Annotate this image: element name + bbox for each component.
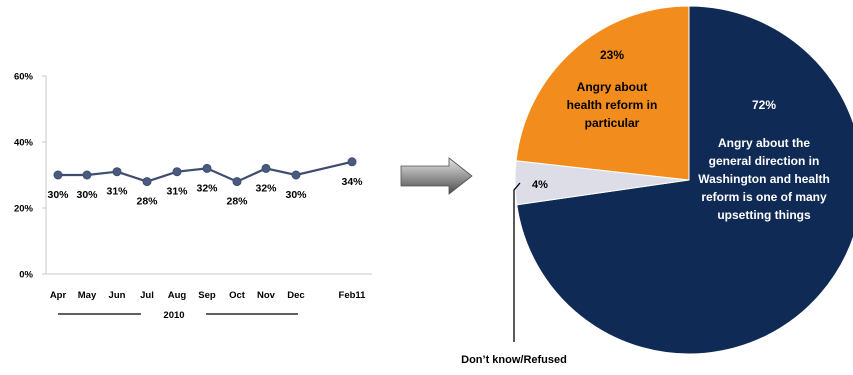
pie-category-label-general: upsetting things xyxy=(717,208,811,222)
data-point xyxy=(172,167,182,177)
data-point xyxy=(112,167,122,177)
data-point xyxy=(202,163,212,173)
pie-callout-label: Don’t know/Refused xyxy=(461,354,567,366)
pie-value-label-general: 72% xyxy=(752,98,776,112)
pie-category-label-general: general direction in xyxy=(709,154,820,168)
pie-category-label-particular: health reform in xyxy=(567,98,658,112)
series-line xyxy=(58,160,353,183)
pie-category-label-particular: particular xyxy=(585,116,640,130)
pie-category-label-general: reform is one of many xyxy=(701,190,827,204)
transition-arrow-icon xyxy=(400,157,473,195)
x-tick-label: Apr xyxy=(50,290,67,301)
x-tick-label: Aug xyxy=(168,290,187,301)
data-label: 31% xyxy=(166,186,188,198)
data-label: 31% xyxy=(106,186,128,198)
pie-slice-particular xyxy=(515,5,690,181)
data-point xyxy=(291,170,301,180)
data-point xyxy=(82,170,92,180)
data-label: 34% xyxy=(341,176,363,188)
x-tick-label: Jun xyxy=(109,290,126,301)
pie-category-label-general: Angry about the xyxy=(718,136,810,150)
pie-value-label-particular: 23% xyxy=(600,48,624,62)
pie-category-label-general: Washington and health xyxy=(698,172,830,186)
data-point xyxy=(142,177,152,187)
pie-chart: 72% Angry about the general direction in Wa… xyxy=(461,5,853,366)
data-label: 30% xyxy=(47,189,69,201)
data-label: 32% xyxy=(196,182,218,194)
y-tick-label: 40% xyxy=(14,138,34,149)
y-tick-label: 60% xyxy=(14,72,34,83)
data-point xyxy=(53,170,63,180)
x-tick-label: Sep xyxy=(198,290,216,301)
data-label: 30% xyxy=(285,189,307,201)
data-point xyxy=(261,163,271,173)
x-tick-label: Feb11 xyxy=(339,290,367,301)
x-tick-label: May xyxy=(78,290,97,301)
y-tick-label: 20% xyxy=(14,204,34,215)
data-point xyxy=(347,157,357,167)
line-chart: 0% 20% 40% 60% 30% 30% 31% 28% 31% 32% 28% 32% 30% 34… xyxy=(14,72,372,321)
data-label: 28% xyxy=(136,196,158,208)
data-label: 32% xyxy=(255,182,277,194)
pie-slice-general xyxy=(516,5,853,355)
year-label: 2010 xyxy=(163,310,184,321)
pie-callout-line xyxy=(513,182,521,342)
x-tick-label: Oct xyxy=(229,290,246,301)
x-tick-label: Nov xyxy=(257,290,276,301)
x-tick-label: Jul xyxy=(140,290,154,301)
pie-category-label-particular: Angry about xyxy=(577,80,648,94)
data-label: 30% xyxy=(76,189,98,201)
data-point xyxy=(232,177,242,187)
x-tick-label: Dec xyxy=(287,290,304,301)
y-tick-label: 0% xyxy=(19,270,33,281)
data-label: 28% xyxy=(226,196,248,208)
pie-value-label-refused: 4% xyxy=(532,179,548,191)
